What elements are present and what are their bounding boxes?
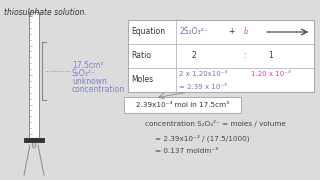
FancyBboxPatch shape — [124, 97, 241, 113]
Text: I₂: I₂ — [244, 28, 249, 37]
Text: +: + — [228, 28, 234, 37]
Text: 1: 1 — [268, 51, 273, 60]
Text: unknown: unknown — [72, 77, 107, 86]
Text: concentration: concentration — [72, 85, 125, 94]
Text: thiosulphate solution.: thiosulphate solution. — [4, 8, 87, 17]
Text: 17.5cm³: 17.5cm³ — [72, 61, 103, 70]
Text: = 0.137 moldm⁻³: = 0.137 moldm⁻³ — [155, 148, 218, 154]
Text: 1.20 x 10⁻³: 1.20 x 10⁻³ — [251, 71, 291, 77]
Text: 2: 2 — [192, 51, 196, 60]
Text: S₂O₃²⁻: S₂O₃²⁻ — [72, 69, 96, 78]
Text: Ratio: Ratio — [131, 51, 151, 60]
FancyBboxPatch shape — [29, 12, 39, 138]
Text: 2S₂O₃²⁻: 2S₂O₃²⁻ — [179, 28, 208, 37]
Text: concentration S₂O₃²⁻ = moles / volume: concentration S₂O₃²⁻ = moles / volume — [145, 120, 286, 127]
Text: Moles: Moles — [131, 75, 153, 84]
Text: = 2.39x10⁻³ / (17.5/1000): = 2.39x10⁻³ / (17.5/1000) — [155, 134, 250, 141]
Text: :: : — [243, 51, 245, 60]
Text: 2.39x10⁻³ mol in 17.5cm³: 2.39x10⁻³ mol in 17.5cm³ — [136, 102, 229, 108]
Text: 2 x 1.20x10⁻³: 2 x 1.20x10⁻³ — [179, 71, 227, 77]
Text: = 2.39 x 10⁻³: = 2.39 x 10⁻³ — [179, 84, 227, 90]
FancyBboxPatch shape — [128, 20, 314, 92]
Text: Equation: Equation — [131, 28, 165, 37]
